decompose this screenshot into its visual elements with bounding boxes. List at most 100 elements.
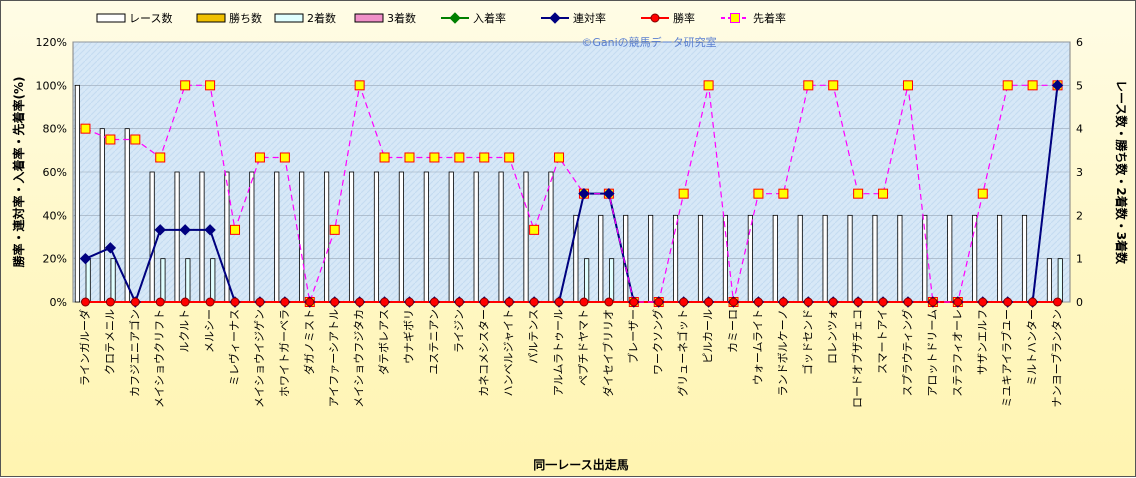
marker-先着率 <box>454 152 465 163</box>
y-tick-left: 60% <box>43 166 67 179</box>
marker-先着率 <box>803 80 814 91</box>
x-category-label: アイファーシアトル <box>328 309 341 407</box>
bar-レース数 <box>847 214 853 303</box>
bar-レース数 <box>1021 214 1028 303</box>
y-tick-right: 0 <box>1076 296 1083 309</box>
bar-レース数 <box>1046 258 1052 303</box>
y-tick-right: 3 <box>1076 166 1083 179</box>
marker-先着率 <box>429 152 440 163</box>
marker-連対率 <box>104 242 117 254</box>
marker-連対率 <box>179 224 191 236</box>
bar-レース数 <box>772 214 778 303</box>
legend-label: 3着数 <box>387 11 416 25</box>
bar-レース数 <box>249 171 255 303</box>
x-category-label: カミーロ <box>727 309 740 353</box>
marker-連対率 <box>1051 79 1064 92</box>
y-tick-left: 100% <box>36 79 67 92</box>
x-category-label: アロットドリーム <box>926 309 939 397</box>
x-category-label: ウナギボリ <box>402 309 415 364</box>
marker-勝率 <box>429 297 439 307</box>
bar-レース数 <box>199 171 205 303</box>
marker-勝率 <box>579 297 589 307</box>
x-category-label: ロードオブザチェコ <box>850 309 864 408</box>
legend-label: 2着数 <box>307 11 336 25</box>
marker-先着率 <box>479 152 490 163</box>
bar-2着数 <box>85 258 91 303</box>
marker-先着率 <box>279 152 290 163</box>
watermark: ©Ganiの競馬データ研究室 <box>581 35 716 49</box>
bar-2着数 <box>210 258 216 303</box>
marker-勝率 <box>280 297 290 307</box>
marker-先着率 <box>130 134 141 145</box>
legend-label: 先着率 <box>753 11 786 25</box>
marker-勝率 <box>778 297 788 307</box>
y-tick-left: 20% <box>43 253 67 266</box>
bar-レース数 <box>548 171 554 303</box>
marker-先着率 <box>554 152 565 163</box>
x-category-label: スマートアイ <box>876 309 889 374</box>
marker-勝率 <box>654 297 664 307</box>
legend-label: 入着率 <box>473 11 506 25</box>
marker-先着率 <box>404 152 415 163</box>
marker-先着率 <box>254 152 265 163</box>
marker-先着率 <box>778 188 789 199</box>
marker-勝率 <box>903 297 913 307</box>
x-category-label: ゴッドセンド <box>800 309 814 375</box>
x-category-label: グリューネゴット <box>676 309 690 397</box>
marker-先着率 <box>529 224 540 235</box>
marker-勝率 <box>803 297 813 307</box>
marker-勝率 <box>1053 297 1063 307</box>
y-tick-left: 40% <box>43 209 67 222</box>
x-category-label: ダガノミスト <box>302 309 316 375</box>
x-category-label: ランドボルケーノ <box>776 309 789 396</box>
marker-勝率 <box>479 297 489 307</box>
marker-勝率 <box>878 297 888 307</box>
marker-勝率 <box>953 297 963 307</box>
x-category-label: サザンエルフ <box>976 309 989 375</box>
marker-勝率 <box>454 297 464 307</box>
marker-先着率 <box>1002 80 1013 91</box>
bar-レース数 <box>872 214 878 303</box>
marker-先着率 <box>155 152 166 163</box>
bar-レース数 <box>299 171 305 303</box>
marker-先着率 <box>205 80 216 91</box>
marker-勝率 <box>753 297 763 307</box>
bar-レース数 <box>448 171 454 303</box>
legend-swatch <box>274 13 304 23</box>
legend-marker <box>730 13 740 23</box>
marker-先着率 <box>180 80 191 91</box>
bar-レース数 <box>398 171 404 303</box>
legend-swatch <box>354 13 384 23</box>
bar-レース数 <box>99 128 105 303</box>
bar-2着数 <box>1057 258 1063 303</box>
marker-先着率 <box>878 188 889 199</box>
x-category-label: スプラウティング <box>900 309 914 396</box>
bar-レース数 <box>473 171 479 303</box>
bar-レース数 <box>348 171 355 303</box>
marker-連対率 <box>79 252 92 265</box>
x-category-label: ダテボレアス <box>377 309 391 375</box>
marker-勝率 <box>330 297 340 307</box>
bar-レース数 <box>673 214 679 303</box>
bar-2着数 <box>110 258 116 303</box>
marker-勝率 <box>504 297 514 307</box>
legend-marker <box>650 13 660 23</box>
bar-2着数 <box>584 258 590 303</box>
marker-連対率 <box>603 187 615 200</box>
marker-勝率 <box>230 297 240 307</box>
marker-勝率 <box>853 297 863 307</box>
x-category-label: ミユキアイラブユー <box>1000 309 1014 407</box>
legend-label: 勝率 <box>673 11 695 25</box>
marker-勝率 <box>729 297 739 307</box>
marker-勝率 <box>928 297 938 307</box>
marker-勝率 <box>704 297 714 307</box>
legend-marker <box>549 12 561 24</box>
marker-先着率 <box>753 188 764 199</box>
legend-swatch <box>196 13 226 23</box>
y-tick-left: 0% <box>50 296 67 309</box>
x-category-label: メイショウクリフト <box>153 309 166 408</box>
y-axis-right-title: レース数・勝ち数・2着数・3着数 <box>1114 80 1129 265</box>
marker-勝率 <box>1028 297 1038 307</box>
x-category-label: ピルカール <box>702 309 715 364</box>
